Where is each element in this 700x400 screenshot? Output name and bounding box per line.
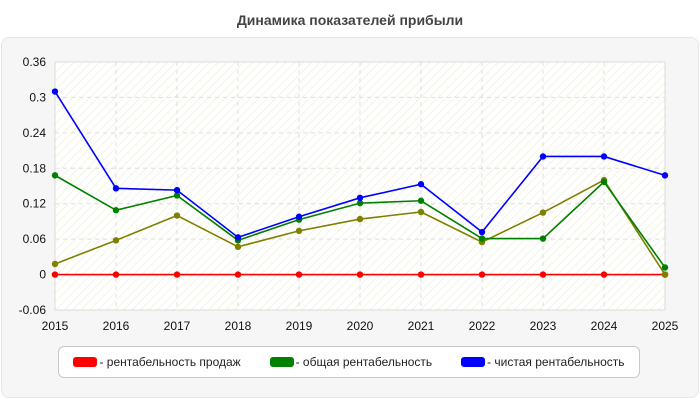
x-tick-label: 2019 [286,319,313,333]
data-point [600,271,608,278]
y-tick-label: 0.36 [23,55,47,69]
data-point [51,172,59,179]
y-tick-label: 0.24 [23,126,47,140]
data-point [234,234,242,241]
data-point [417,181,425,188]
data-point [417,271,425,278]
legend-item: - рентабельность продаж [73,355,241,369]
data-point [234,243,242,251]
data-point [417,197,425,204]
x-tick-label: 2016 [103,319,130,333]
data-point [356,199,364,207]
data-point [173,271,181,278]
x-axis: 2015 2016 2017 2018 2019 2020 2021 2022 2023 2024… [42,319,679,333]
y-tick-label: 0 [39,268,46,282]
data-point [539,235,547,242]
legend-swatch [461,357,486,367]
x-tick-label: 2020 [347,319,374,333]
data-point [112,237,120,244]
data-point [51,88,59,95]
data-point [51,260,59,268]
data-point [478,228,486,236]
data-point [478,235,486,242]
data-point [356,194,364,202]
series-3 [51,176,669,278]
series-1 [51,172,669,271]
y-tick-label: 0.3 [29,90,46,104]
data-point [661,172,669,179]
data-point [173,186,181,194]
data-point [539,153,547,160]
legend-item: - чистая рентабельность [461,355,625,369]
x-tick-label: 2017 [164,319,191,333]
data-point [539,271,547,278]
data-point [51,271,59,278]
y-axis: -0.06 0 0.06 0.12 0.18 0.24 0.3 0.36 [19,55,47,317]
data-point [112,185,120,192]
series-2 [51,88,669,241]
x-tick-label: 2022 [469,319,496,333]
data-point [234,271,242,278]
x-tick-label: 2021 [408,319,435,333]
data-point [112,207,120,214]
data-point [539,209,547,216]
legend-swatch [269,357,294,367]
data-point [295,271,303,278]
series-layer [51,88,669,278]
chart-title: Динамика показателей прибыли [236,12,464,28]
data-point [295,213,303,220]
data-point [417,208,425,216]
data-point [600,178,608,186]
data-point [173,192,181,199]
x-tick-label: 2015 [42,319,69,333]
x-tick-label: 2023 [530,319,557,333]
y-tick-label: 0.06 [23,232,47,246]
data-point [600,153,608,160]
data-point [356,271,364,278]
legend: - рентабельность продаж - общая рентабель… [58,346,640,378]
data-point [112,271,120,278]
data-point [478,271,486,278]
y-tick-label: 0.12 [23,197,47,211]
legend-label: - общая рентабельность [295,355,433,369]
y-tick-label: 0.18 [23,161,47,175]
x-tick-label: 2018 [225,319,252,333]
x-tick-label: 2025 [652,319,679,333]
legend-label: - рентабельность продаж [99,355,241,369]
data-point [661,271,669,278]
data-point [356,215,364,223]
x-tick-label: 2024 [591,319,618,333]
y-tick-label: -0.06 [19,303,47,317]
data-point [661,264,669,271]
data-point [295,227,303,235]
legend-item: - общая рентабельность [269,355,433,369]
legend-label: - чистая рентабельность [487,355,625,369]
data-point [173,212,181,219]
legend-swatch [73,357,98,367]
